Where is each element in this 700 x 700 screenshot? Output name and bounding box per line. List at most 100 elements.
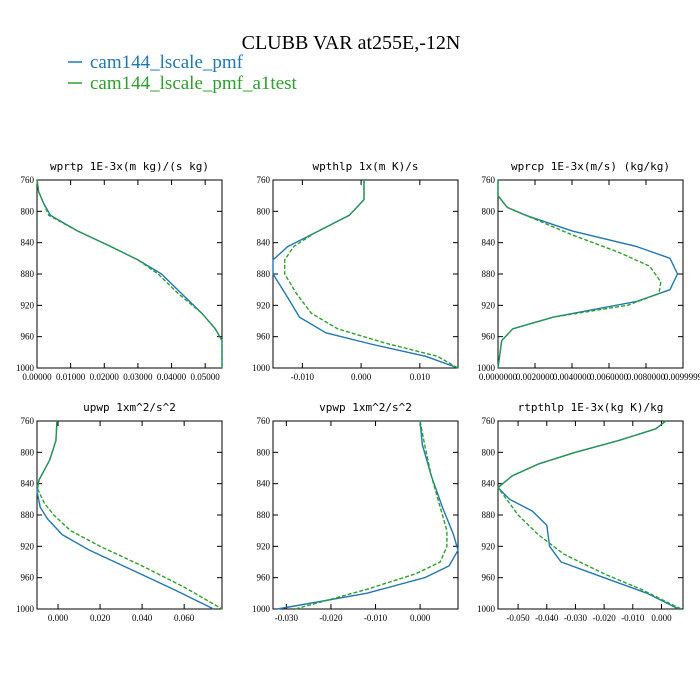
panel-4: upwp 1xm^2/s^2 760 800 840 880 920 960 1000 0.00… <box>16 401 223 623</box>
y-tick-label: 960 <box>21 573 35 583</box>
x-tick-label: 0.0020000 <box>516 372 555 382</box>
y-tick-label: 920 <box>21 541 35 551</box>
x-tick-label: 0.060 <box>174 613 195 623</box>
y-tick-label: 840 <box>257 238 271 248</box>
y-tick-label: 920 <box>257 541 271 551</box>
panel-1: wprtp 1E-3x(m kg)/(s kg) 760 800 840 880 920 9… <box>16 160 223 382</box>
y-tick-label: 1000 <box>477 363 496 373</box>
x-tick-label: 0.0000000 <box>479 372 518 382</box>
x-tick-label: -0.010 <box>364 613 388 623</box>
y-tick-label: 800 <box>257 206 271 216</box>
y-tick-label: 760 <box>21 175 35 185</box>
series-line-1 <box>497 420 680 610</box>
y-tick-label: 800 <box>21 447 35 457</box>
y-tick-label: 760 <box>482 416 496 426</box>
legend-label-2: cam144_lscale_pmf_a1test <box>90 73 298 94</box>
x-tick-label: -0.050 <box>506 613 530 623</box>
panel-3: wprcp 1E-3x(m/s) (kg/kg) 760 800 840 880 920 9… <box>477 160 700 382</box>
series-line-1 <box>272 180 459 369</box>
y-tick-label: 760 <box>257 416 271 426</box>
x-tick-label: 0.000 <box>651 613 672 623</box>
y-tick-label: 880 <box>257 269 271 279</box>
y-tick-label: 960 <box>21 332 35 342</box>
series-line-1 <box>497 180 679 369</box>
x-tick-label: 0.000 <box>410 613 431 623</box>
x-tick-label: 0.000 <box>351 372 372 382</box>
y-tick-label: 880 <box>482 269 496 279</box>
y-tick-label: 760 <box>21 416 35 426</box>
figure-title: CLUBB VAR at255E,-12N <box>242 32 461 54</box>
series-line-1 <box>277 420 459 610</box>
x-tick-label: 0.03000 <box>123 372 153 382</box>
panel-title: vpwp 1xm^2/s^2 <box>319 401 412 414</box>
series-line-2 <box>295 420 448 610</box>
y-tick-label: 920 <box>482 300 496 310</box>
x-tick-label: 0.0060000 <box>590 372 629 382</box>
series-line-2 <box>36 420 223 610</box>
plot-frame <box>497 420 684 610</box>
x-tick-label: -0.020 <box>319 613 343 623</box>
y-tick-label: 1000 <box>252 604 271 614</box>
plot-frame <box>272 420 459 610</box>
x-tick-label: 0.00000 <box>22 372 52 382</box>
y-tick-label: 800 <box>482 447 496 457</box>
panel-title: rtpthlp 1E-3x(kg K)/kg <box>518 401 664 414</box>
y-tick-label: 1000 <box>16 363 35 373</box>
x-tick-label: 0.0080000 <box>627 372 666 382</box>
y-tick-label: 840 <box>21 479 35 489</box>
panel-2: wpthlp 1x(m K)/s 760 800 840 880 920 960 1000 -0… <box>252 160 459 382</box>
x-tick-label: 0.01000 <box>56 372 86 382</box>
plot-frame <box>272 179 459 369</box>
y-tick-label: 760 <box>257 175 271 185</box>
series-line-2 <box>497 180 662 369</box>
plot-frame <box>36 420 223 610</box>
panel-title: wpthlp 1x(m K)/s <box>313 160 419 173</box>
y-tick-label: 800 <box>257 447 271 457</box>
y-tick-label: 840 <box>257 479 271 489</box>
y-tick-label: 920 <box>257 300 271 310</box>
panel-title: upwp 1xm^2/s^2 <box>83 401 176 414</box>
series-line-2 <box>36 179 223 368</box>
y-tick-label: 960 <box>482 573 496 583</box>
x-tick-label: -0.010 <box>621 613 645 623</box>
panel-5: vpwp 1xm^2/s^2 760 800 840 880 920 960 1000 -0.0… <box>252 401 459 623</box>
y-tick-label: 840 <box>482 479 496 489</box>
panel-6: rtpthlp 1E-3x(kg K)/kg 760 800 840 880 920 960… <box>477 401 684 623</box>
panel-grid: wprtp 1E-3x(m kg)/(s kg) 760 800 840 880 920 9… <box>16 160 700 623</box>
x-tick-label: -0.030 <box>275 613 299 623</box>
y-tick-label: 840 <box>482 238 496 248</box>
y-tick-label: 880 <box>257 510 271 520</box>
series-line-2 <box>497 420 682 610</box>
x-tick-label: 0.020 <box>90 613 111 623</box>
y-tick-label: 960 <box>257 573 271 583</box>
y-tick-label: 800 <box>482 206 496 216</box>
panel-title: wprcp 1E-3x(m/s) (kg/kg) <box>511 160 670 173</box>
legend: cam144_lscale_pmf cam144_lscale_pmf_a1te… <box>68 52 298 94</box>
x-tick-label: -0.010 <box>291 372 315 382</box>
series-line-1 <box>36 179 223 368</box>
x-tick-label: 0.04000 <box>157 372 187 382</box>
x-tick-label: 0.05000 <box>191 372 221 382</box>
x-tick-label: 0.000 <box>48 613 69 623</box>
y-tick-label: 1000 <box>16 604 35 614</box>
x-tick-label: -0.020 <box>592 613 616 623</box>
x-tick-label: 0.02000 <box>90 372 120 382</box>
series-line-1 <box>36 420 214 610</box>
y-tick-label: 760 <box>482 175 496 185</box>
y-tick-label: 960 <box>482 332 496 342</box>
y-tick-label: 920 <box>21 300 35 310</box>
x-tick-label: -0.030 <box>564 613 588 623</box>
y-tick-label: 1000 <box>477 604 496 614</box>
series-line-2 <box>284 180 459 369</box>
x-tick-label: 0.0040000 <box>553 372 592 382</box>
y-tick-label: 880 <box>21 269 35 279</box>
y-tick-label: 920 <box>482 541 496 551</box>
x-tick-label: -0.040 <box>535 613 559 623</box>
y-tick-label: 880 <box>21 510 35 520</box>
x-tick-label: 0.0099999 <box>664 372 700 382</box>
y-tick-label: 800 <box>21 206 35 216</box>
plot-frame <box>36 179 223 369</box>
legend-label-1: cam144_lscale_pmf <box>90 52 244 73</box>
y-tick-label: 960 <box>257 332 271 342</box>
